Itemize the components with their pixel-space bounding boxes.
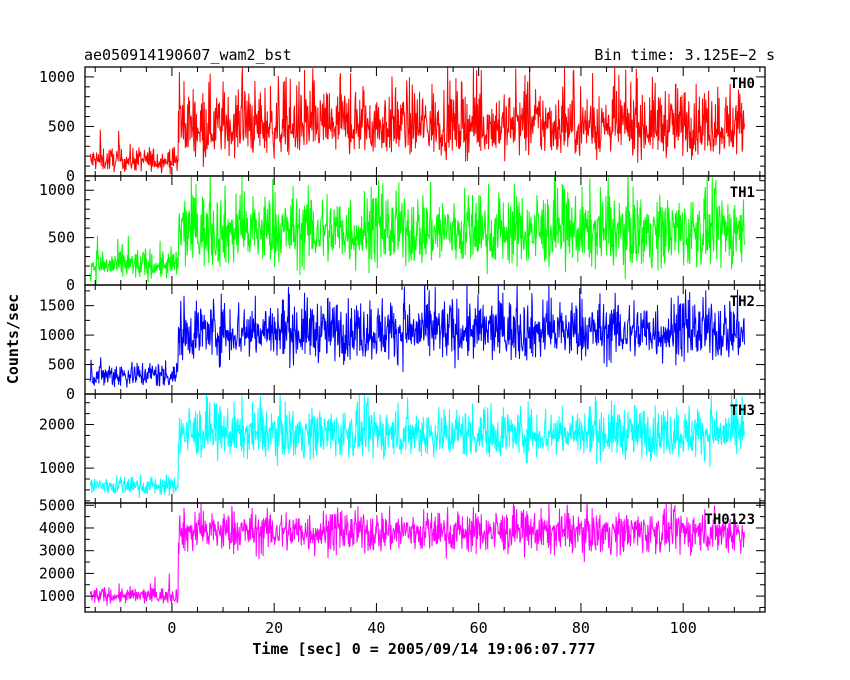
series-line-th3: [89, 394, 745, 499]
panel-label-th3: TH3: [730, 403, 755, 419]
y-tick-label: 3000: [39, 542, 75, 560]
y-tick-label: 1000: [39, 68, 75, 86]
x-tick-label: 40: [367, 619, 385, 637]
panel-th2: 0 500 1000 1500 TH2: [39, 284, 766, 403]
x-tick-label: 100: [670, 619, 697, 637]
panel-th3: 1000 2000 TH3: [39, 393, 766, 504]
x-tick-labels: 0 20 40 60 80 100: [167, 619, 696, 637]
y-tick-label: 0: [66, 385, 75, 403]
y-tick-label: 5000: [39, 496, 75, 514]
panel-th0123: 1000 2000 3000 4000 5000 TH0123: [39, 496, 766, 613]
y-tick-label: 500: [48, 229, 75, 247]
panel-label-th0: TH0: [730, 76, 755, 92]
x-tick-label: 20: [265, 619, 283, 637]
bin-time-label: Bin time: 3.125E−2 s: [594, 46, 775, 64]
y-tick-label: 1000: [39, 587, 75, 605]
panel-label-th2: TH2: [730, 294, 755, 310]
y-tick-label: 2000: [39, 416, 75, 434]
y-tick-label: 500: [48, 356, 75, 374]
x-tick-label: 0: [167, 619, 176, 637]
y-tick-label: 1500: [39, 297, 75, 315]
panel-th0: 0 500 1000 TH0: [39, 66, 766, 185]
y-tick-label: 0: [66, 167, 75, 185]
y-tick-label: 2000: [39, 564, 75, 582]
series-line-th0123: [89, 503, 745, 606]
y-tick-label: 1000: [39, 459, 75, 477]
y-tick-label: 500: [48, 117, 75, 135]
panel-th1: 0 500 1000 TH1: [39, 175, 766, 294]
panel-frame: [84, 502, 766, 613]
panel-label-th0123: TH0123: [704, 512, 755, 528]
series-line-th2: [89, 285, 745, 388]
x-tick-label: 80: [572, 619, 590, 637]
y-tick-label: 0: [66, 276, 75, 294]
x-axis-title: Time [sec] 0 = 2005/09/14 19:06:07.777: [252, 640, 595, 658]
y-tick-label: 4000: [39, 519, 75, 537]
series-line-th1: [89, 176, 745, 285]
chart-title: ae050914190607_wam2_bst: [84, 46, 292, 64]
y-axis-title: Counts/sec: [4, 294, 22, 384]
panel-label-th1: TH1: [730, 185, 755, 201]
series-line-th0: [89, 67, 745, 175]
x-tick-label: 60: [470, 619, 488, 637]
y-tick-label: 1000: [39, 181, 75, 199]
y-tick-label: 1000: [39, 326, 75, 344]
panels-group: 0 500 1000 TH0 0 500 1000 TH1 0 500 1000 1500 TH2 100…: [39, 66, 766, 613]
